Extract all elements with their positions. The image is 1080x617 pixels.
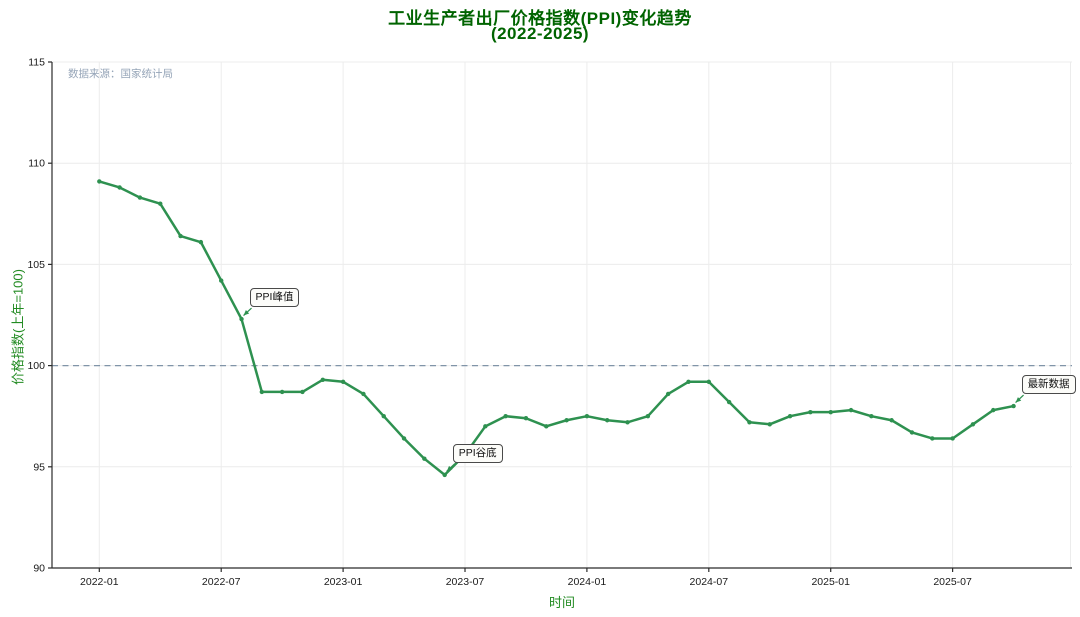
- x-tick-label: 2022-01: [80, 576, 119, 588]
- data-point-marker: [219, 278, 224, 283]
- data-point-marker: [970, 422, 976, 427]
- data-point-marker: [909, 430, 915, 435]
- data-point-marker: [300, 389, 305, 395]
- annotation-latest-data: 最新数据: [1021, 375, 1076, 395]
- chart-title-line2: (2022-2025): [490, 24, 590, 43]
- data-point-marker: [869, 414, 874, 419]
- y-tick-label: 100: [27, 360, 45, 372]
- data-point-marker: [117, 185, 122, 190]
- data-point-marker: [686, 379, 691, 384]
- data-point-marker: [279, 389, 285, 395]
- data-point-marker: [1011, 403, 1016, 409]
- data-point-marker: [991, 407, 996, 413]
- data-point-marker: [158, 201, 163, 206]
- annotation-arrowhead: [1015, 397, 1022, 403]
- data-point-marker: [198, 239, 204, 245]
- x-tick-label: 2025-07: [933, 576, 972, 588]
- x-tick-label: 2024-07: [690, 576, 729, 588]
- data-point-marker: [726, 399, 732, 405]
- y-tick-label: 90: [33, 563, 45, 575]
- x-axis-label: 时间: [548, 595, 575, 610]
- x-tick-label: 2022-07: [202, 576, 241, 588]
- data-point-marker: [178, 233, 183, 239]
- data-point-marker: [361, 391, 366, 397]
- data-point-marker: [422, 456, 427, 461]
- data-point-marker: [645, 414, 651, 419]
- data-source-note: 数据来源：国家统计局: [68, 68, 173, 80]
- data-point-marker: [523, 416, 529, 421]
- data-point-marker: [401, 436, 407, 441]
- data-point-marker: [767, 422, 772, 427]
- y-tick-label: 95: [33, 461, 45, 473]
- data-point-marker: [564, 418, 569, 423]
- data-point-marker: [625, 420, 630, 425]
- data-point-marker: [381, 414, 386, 419]
- ppi-trend-line: [98, 180, 1015, 477]
- data-point-marker: [665, 391, 671, 397]
- data-point-marker: [930, 436, 935, 441]
- data-point-marker: [544, 424, 549, 429]
- x-tick-label: 2024-01: [568, 576, 607, 588]
- data-point-marker: [889, 418, 894, 423]
- data-point-marker: [483, 424, 488, 429]
- data-point-marker: [239, 316, 244, 322]
- data-point-marker: [442, 472, 447, 478]
- data-point-marker: [808, 409, 813, 415]
- y-tick-label: 115: [28, 57, 45, 69]
- annotation-arrowhead: [243, 310, 250, 316]
- data-point-marker: [706, 379, 712, 384]
- chart-title-line1: 工业生产者出厂价格指数(PPI)变化趋势: [388, 9, 692, 28]
- data-point-marker: [320, 377, 325, 382]
- data-point-marker: [605, 418, 610, 423]
- data-point-marker: [747, 420, 752, 425]
- x-tick-label: 2023-01: [324, 576, 363, 588]
- annotation-ppi-trough: PPI谷底: [452, 443, 503, 464]
- data-point-marker: [787, 414, 793, 419]
- x-tick-label: 2023-07: [446, 576, 485, 588]
- data-point-marker: [828, 409, 833, 415]
- data-point-marker: [848, 407, 854, 413]
- y-tick-label: 105: [27, 259, 45, 271]
- annotation-arrowhead: [446, 465, 453, 472]
- y-tick-label: 110: [28, 158, 45, 170]
- data-point-marker: [503, 414, 508, 419]
- y-axis-label: 价格指数(上年=100): [10, 269, 26, 385]
- data-point-marker: [340, 379, 346, 384]
- data-point-marker: [950, 436, 955, 441]
- data-point-marker: [584, 414, 590, 419]
- data-point-marker: [97, 179, 102, 184]
- x-tick-label: 2025-01: [811, 576, 850, 588]
- annotation-ppi-peak: PPI峰值: [249, 288, 300, 308]
- data-point-marker: [259, 389, 265, 395]
- data-point-marker: [137, 195, 143, 200]
